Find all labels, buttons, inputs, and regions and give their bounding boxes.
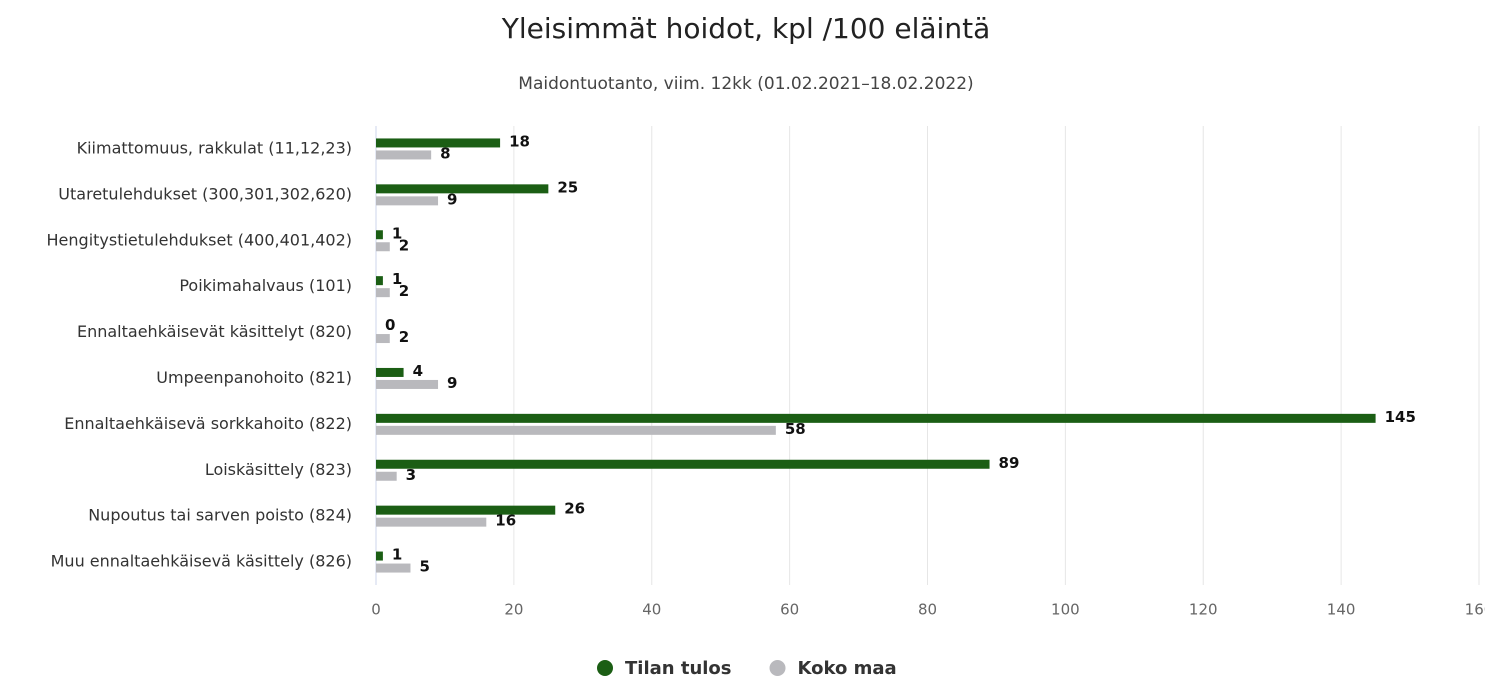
y-tick-label: Ennaltaehkäisevät käsittelyt (820) <box>77 322 352 341</box>
y-tick-label: Ennaltaehkäisevä sorkkahoito (822) <box>64 414 352 433</box>
x-tick-label: 60 <box>780 601 799 619</box>
x-tick-label: 80 <box>918 601 937 619</box>
bar <box>376 413 1376 423</box>
bar <box>376 288 390 298</box>
bar <box>376 379 439 389</box>
data-label: 9 <box>447 190 457 208</box>
x-tick-label: 100 <box>1051 601 1080 619</box>
data-label: 4 <box>413 362 423 380</box>
bar <box>376 138 501 148</box>
x-tick-label: 40 <box>642 601 661 619</box>
data-label: 145 <box>1385 408 1416 426</box>
y-tick-label: Nupoutus tai sarven poisto (824) <box>88 506 352 525</box>
data-label: 26 <box>564 500 585 518</box>
x-tick-label: 140 <box>1327 601 1356 619</box>
bar <box>376 196 439 206</box>
data-label: 16 <box>495 512 516 530</box>
bar <box>376 184 549 194</box>
data-label: 18 <box>509 132 530 150</box>
y-tick-label: Poikimahalvaus (101) <box>179 276 352 295</box>
legend-label: Tilan tulos <box>625 658 732 679</box>
y-tick-label: Kiimattomuus, rakkulat (11,12,23) <box>77 138 352 157</box>
bar <box>376 425 776 435</box>
bar <box>376 242 390 252</box>
data-label: 2 <box>399 328 409 346</box>
data-label: 1 <box>392 224 402 242</box>
chart-title: Yleisimmät hoidot, kpl /100 eläintä <box>501 12 990 45</box>
chart-subtitle: Maidontuotanto, viim. 12kk (01.02.2021–1… <box>518 74 973 94</box>
data-label: 58 <box>785 420 806 438</box>
bar <box>376 150 432 160</box>
legend-label: Koko maa <box>798 658 897 679</box>
y-tick-label: Loiskäsittely (823) <box>205 460 352 479</box>
data-label: 3 <box>406 466 416 484</box>
data-label: 1 <box>392 546 402 564</box>
bar <box>376 367 404 377</box>
x-tick-label: 0 <box>371 601 381 619</box>
data-label: 2 <box>399 282 409 300</box>
data-label: 9 <box>447 374 457 392</box>
data-label: 8 <box>440 144 450 162</box>
data-label: 89 <box>999 454 1020 472</box>
y-tick-label: Utaretulehdukset (300,301,302,620) <box>58 184 352 203</box>
y-tick-label: Hengitystietulehdukset (400,401,402) <box>47 230 352 249</box>
bar <box>376 551 383 561</box>
y-tick-label: Muu ennaltaehkäisevä käsittely (826) <box>51 552 352 571</box>
x-tick-label: 120 <box>1189 601 1218 619</box>
bar <box>376 230 383 240</box>
x-tick-label: 20 <box>504 601 523 619</box>
legend-marker <box>769 660 786 676</box>
bar <box>376 563 411 573</box>
legend-marker <box>597 660 613 676</box>
bar <box>376 459 990 469</box>
bar <box>376 517 487 527</box>
bar <box>376 276 383 286</box>
data-label: 5 <box>419 558 429 576</box>
bar <box>376 471 397 481</box>
bar <box>376 505 556 515</box>
x-tick-label: 160 <box>1465 601 1485 619</box>
data-label: 1 <box>392 270 402 288</box>
data-label: 2 <box>399 236 409 254</box>
y-tick-label: Umpeenpanohoito (821) <box>156 368 352 387</box>
data-label: 0 <box>385 316 395 334</box>
bar <box>376 334 390 344</box>
data-label: 25 <box>557 178 578 196</box>
